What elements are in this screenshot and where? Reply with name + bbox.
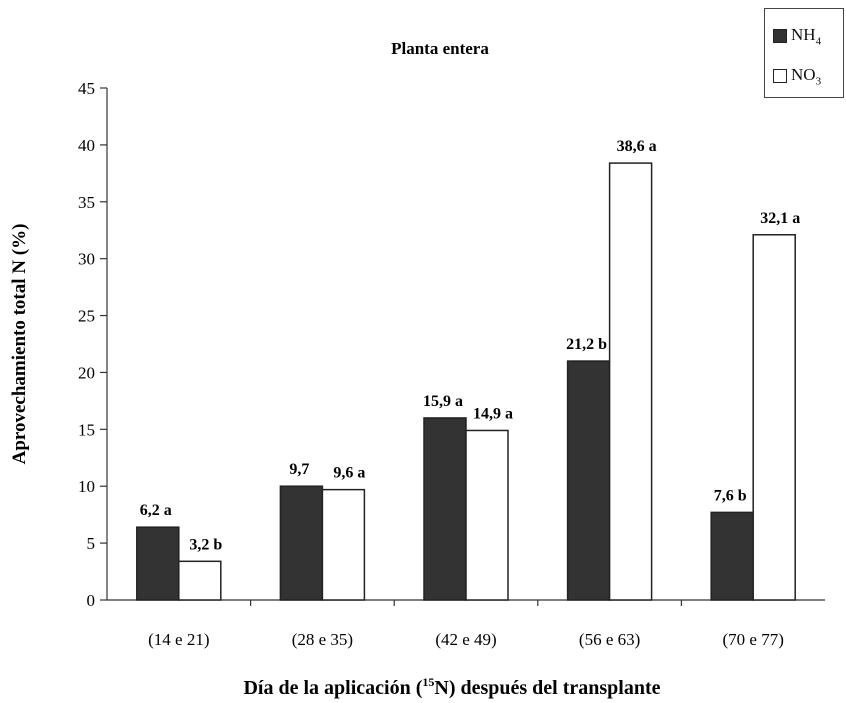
x-tick-label: (70 e 77) bbox=[723, 630, 784, 649]
data-label-nh4-2: 9,7 bbox=[289, 461, 309, 478]
y-axis-label: Aprovechamiento total N (%) bbox=[9, 224, 30, 465]
x-axis-label: Día de la aplicación (15N) después del t… bbox=[243, 675, 660, 699]
bars bbox=[136, 162, 796, 601]
legend: NH4 NO3 bbox=[764, 8, 844, 98]
bar-no3-5 bbox=[752, 234, 796, 601]
legend-label-nh4-sub: 4 bbox=[815, 35, 822, 48]
x-tick-label: (56 e 63) bbox=[579, 630, 640, 649]
x-tick-label: (42 e 49) bbox=[435, 630, 496, 649]
data-label-nh4-3: 15,9 a bbox=[423, 393, 463, 410]
y-tick-label: 25 bbox=[78, 307, 95, 326]
y-tick-label: 45 bbox=[78, 79, 95, 98]
bar-nh4-2 bbox=[279, 485, 324, 601]
y-tick-label: 30 bbox=[78, 250, 95, 269]
legend-label-no3: NO3 bbox=[791, 65, 821, 87]
bar-no3-2 bbox=[321, 488, 366, 601]
y-tick-label: 35 bbox=[78, 193, 95, 212]
bar-no3-1 bbox=[178, 560, 222, 601]
data-label-no3-2: 9,6 a bbox=[333, 465, 365, 482]
data-label-nh4-5: 7,6 b bbox=[714, 487, 747, 504]
legend-label-no3-base: NO bbox=[791, 65, 816, 84]
data-label-no3-1: 3,2 b bbox=[189, 536, 222, 553]
bar-nh4-5 bbox=[710, 511, 754, 601]
bar-nh4-1 bbox=[136, 526, 180, 601]
y-tick-label: 15 bbox=[78, 420, 95, 439]
data-labels: 6,2 a 3,2 b 9,7 9,6 a 15,9 a 14,9 a 21,2 b 38,6… bbox=[140, 138, 800, 553]
chart-title: Planta entera bbox=[391, 39, 489, 58]
data-label-no3-3: 14,9 a bbox=[473, 405, 513, 422]
data-label-nh4-1: 6,2 a bbox=[140, 502, 172, 519]
x-axis-label-post: N) después del transplante bbox=[434, 677, 660, 699]
x-axis-label-sup: 15 bbox=[422, 675, 434, 689]
x-tick-labels: (14 e 21) (28 e 35) (42 e 49) (56 e 63) (70 … bbox=[148, 600, 784, 649]
bar-nh4-3 bbox=[423, 417, 467, 601]
y-tick-label: 20 bbox=[78, 363, 95, 382]
legend-label-nh4: NH4 bbox=[791, 25, 821, 47]
x-tick-label: (28 e 35) bbox=[292, 630, 353, 649]
x-axis-label-pre: Día de la aplicación ( bbox=[243, 677, 422, 699]
y-tick-label: 5 bbox=[87, 534, 96, 553]
data-label-no3-5: 32,1 a bbox=[760, 210, 800, 227]
data-label-nh4-4: 21,2 b bbox=[566, 336, 607, 353]
bar-nh4-4 bbox=[566, 360, 611, 601]
legend-label-no3-sub: 3 bbox=[815, 75, 822, 88]
y-tick-label: 40 bbox=[78, 136, 95, 155]
legend-swatch-nh4 bbox=[773, 29, 787, 44]
legend-item-no3: NO3 bbox=[773, 65, 821, 87]
legend-label-nh4-base: NH bbox=[791, 25, 816, 44]
bar-no3-4 bbox=[608, 162, 653, 601]
y-ticks: 0 5 10 15 20 25 30 35 40 45 bbox=[78, 79, 107, 610]
legend-swatch-no3 bbox=[773, 69, 787, 84]
x-tick-label: (14 e 21) bbox=[148, 630, 209, 649]
bar-no3-3 bbox=[465, 429, 509, 601]
legend-item-nh4: NH4 bbox=[773, 25, 821, 47]
y-tick-label: 10 bbox=[78, 477, 95, 496]
y-tick-label: 0 bbox=[87, 591, 96, 610]
data-label-no3-4: 38,6 a bbox=[617, 138, 657, 155]
